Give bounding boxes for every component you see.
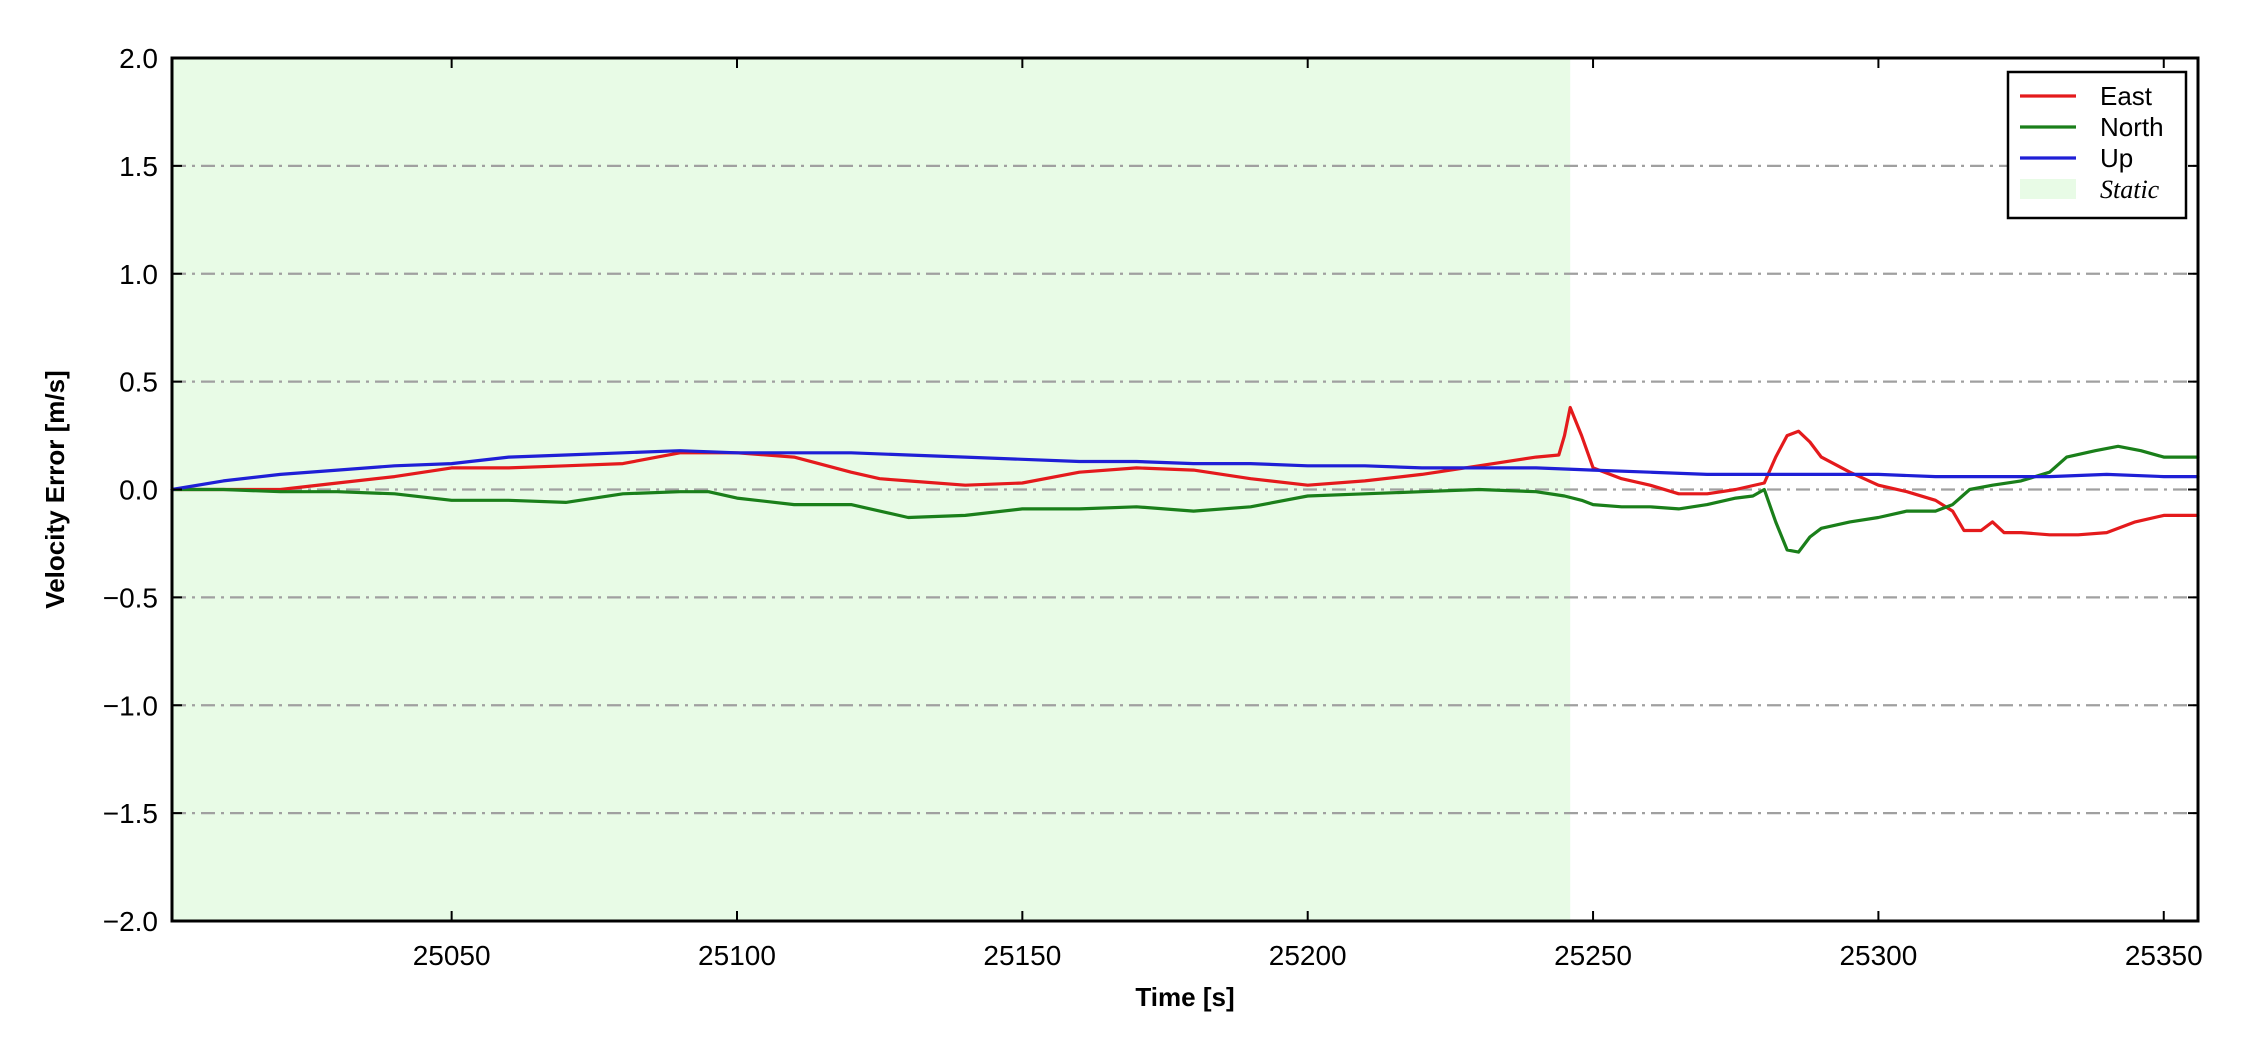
x-tick-label: 25250 xyxy=(1554,940,1632,971)
x-axis-label: Time [s] xyxy=(1135,982,1234,1012)
series-line-north xyxy=(170,444,2200,554)
legend-label-north: North xyxy=(2100,112,2164,142)
legend-label-east: East xyxy=(2100,81,2153,111)
y-axis-label: Velocity Error [m/s] xyxy=(40,370,70,608)
x-tick-label: 25150 xyxy=(983,940,1061,971)
series-line-up xyxy=(170,449,2200,492)
legend-swatch-static xyxy=(2020,179,2076,199)
y-tick-label: −2.0 xyxy=(103,906,158,937)
legend-label-up: Up xyxy=(2100,143,2133,173)
y-tick-label: −1.5 xyxy=(103,798,158,829)
legend-label-static: Static xyxy=(2100,175,2160,204)
y-tick-label: −0.5 xyxy=(103,582,158,613)
y-tick-label: 1.5 xyxy=(119,151,158,182)
x-tick-label: 25350 xyxy=(2125,940,2203,971)
y-tick-label: 2.0 xyxy=(119,43,158,74)
x-tick-label: 25050 xyxy=(413,940,491,971)
y-tick-label: −1.0 xyxy=(103,690,158,721)
x-tick-label: 25300 xyxy=(1839,940,1917,971)
y-tick-label: 0.0 xyxy=(119,475,158,506)
x-tick-label: 25100 xyxy=(698,940,776,971)
x-tick-label: 25200 xyxy=(1269,940,1347,971)
y-tick-label: 1.0 xyxy=(119,259,158,290)
y-tick-label: 0.5 xyxy=(119,367,158,398)
plot-frame xyxy=(170,56,2200,923)
